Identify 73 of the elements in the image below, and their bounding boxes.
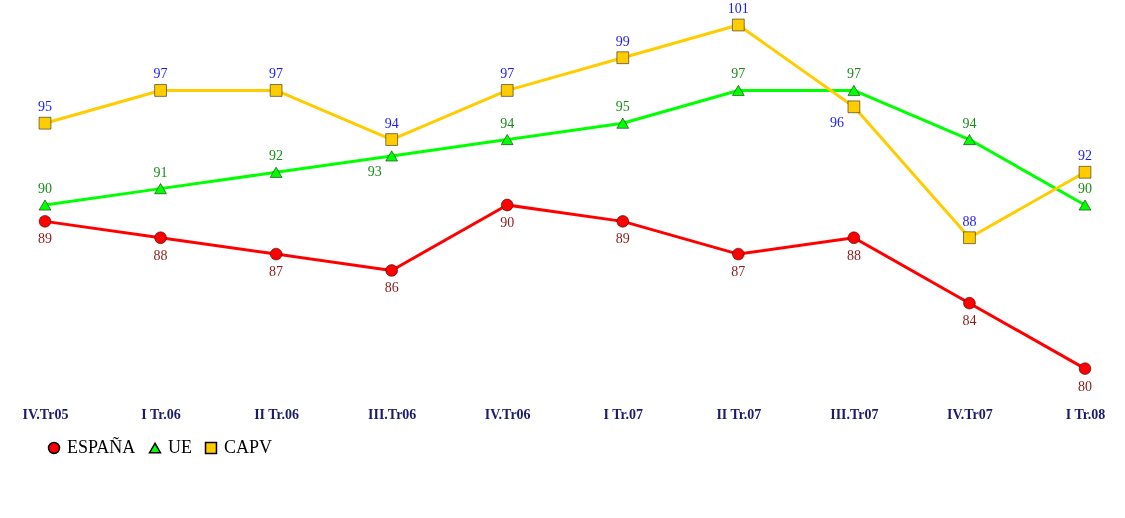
data-label: 80 [1078, 378, 1092, 394]
data-label: 96 [829, 114, 844, 130]
data-label: 86 [384, 280, 399, 296]
data-label: 84 [962, 313, 977, 329]
data-label: 88 [846, 247, 861, 263]
point [501, 134, 514, 145]
data-label: 88 [153, 247, 168, 263]
x-tick-label: I Tr.07 [603, 406, 643, 422]
point [616, 117, 629, 129]
point [963, 231, 976, 244]
legend-label: ESPAÑA [67, 436, 136, 457]
x-tick-label: IV.Tr05 [22, 406, 69, 422]
x-tick-label: II Tr.07 [716, 406, 762, 422]
point [963, 134, 976, 145]
legend-label: UE [168, 437, 192, 457]
point [385, 150, 398, 162]
point [38, 117, 52, 130]
point [154, 84, 167, 97]
data-label: 87 [731, 264, 746, 280]
data-label: 94 [384, 115, 399, 131]
point [269, 247, 283, 261]
x-tick-label: I Tr.08 [1065, 406, 1106, 422]
data-label: 93 [367, 163, 382, 179]
x-tick-label: III.Tr07 [830, 406, 879, 422]
point [154, 231, 167, 244]
data-label: 101 [727, 1, 749, 16]
data-label: 87 [269, 264, 284, 280]
x-tick-label: II Tr.06 [254, 406, 300, 422]
point [501, 198, 514, 212]
point [269, 84, 283, 97]
data-label: 99 [615, 33, 630, 49]
data-label: 97 [153, 66, 168, 82]
data-label: 90 [38, 181, 52, 196]
data-label: 97 [500, 66, 515, 82]
data-label: 97 [731, 66, 746, 82]
data-label: 90 [1078, 181, 1092, 196]
point [1078, 166, 1092, 179]
data-label: 94 [962, 115, 977, 131]
data-label: 97 [269, 66, 284, 82]
point [385, 133, 398, 146]
data-label: 97 [846, 66, 861, 82]
point [269, 166, 283, 178]
point [847, 100, 861, 113]
point [38, 215, 52, 228]
point [616, 215, 629, 228]
data-label: 92 [1078, 148, 1092, 164]
point [732, 247, 745, 261]
data-label: 89 [38, 231, 52, 247]
point [732, 18, 745, 32]
point [38, 199, 52, 211]
point [1078, 199, 1092, 211]
point [154, 183, 167, 195]
data-label: 94 [500, 115, 515, 131]
point [963, 297, 976, 310]
x-tick-label: III.Tr06 [367, 406, 417, 422]
point [847, 231, 861, 244]
data-label: 95 [38, 99, 52, 115]
point [847, 85, 861, 96]
x-tick-label: IV.Tr06 [484, 406, 531, 422]
point [1078, 362, 1092, 375]
data-label: 90 [500, 215, 515, 230]
data-label: 92 [269, 148, 284, 164]
point [732, 85, 745, 96]
x-tick-label: I Tr.06 [141, 406, 181, 422]
point [385, 264, 398, 277]
data-label: 91 [153, 164, 168, 180]
data-label: 89 [615, 231, 630, 247]
x-tick-label: IV.Tr07 [947, 406, 993, 422]
point [501, 84, 514, 97]
point [616, 51, 629, 64]
data-label: 95 [615, 99, 630, 115]
legend-label: CAPV [224, 437, 273, 457]
data-label: 88 [962, 213, 977, 229]
